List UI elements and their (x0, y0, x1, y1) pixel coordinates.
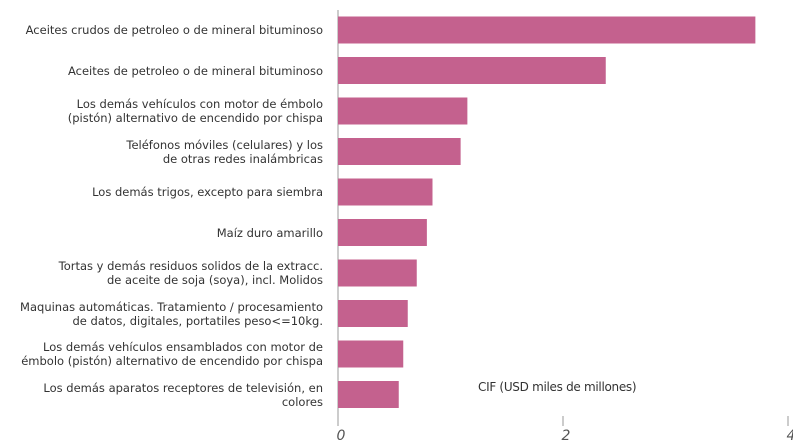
y-tick-label: Los demás vehículos con motor de émbolo … (67, 97, 323, 125)
bar (338, 138, 461, 165)
bar (338, 340, 404, 368)
bar (338, 219, 427, 246)
bar (338, 97, 468, 125)
x-tick-label: 2 (561, 428, 571, 444)
y-tick-label: Teléfonos móviles (celulares) y los de o… (126, 137, 323, 166)
bar (338, 178, 433, 206)
y-tick-label: Tortas y demás residuos solidos de la ex… (58, 259, 323, 287)
y-tick-label: Los demás trigos, excepto para siembra (92, 185, 323, 199)
y-tick-label: Aceites de petroleo o de mineral bitumin… (67, 63, 323, 78)
x-tick-label: 4 (787, 428, 793, 444)
y-tick-label: Maquinas automáticas. Tratamiento / proc… (20, 299, 323, 328)
y-tick-label: Los demás aparatos receptores de televis… (43, 380, 323, 409)
bar (338, 16, 756, 44)
y-tick-label: Aceites crudos de petroleo o de mineral … (25, 23, 323, 37)
bar (338, 381, 399, 408)
bar (338, 300, 408, 327)
y-tick-label: Maíz duro amarillo (216, 225, 323, 240)
bar (338, 259, 417, 287)
x-tick-label: 0 (336, 428, 346, 444)
y-tick-label: Los demás vehículos ensamblados con moto… (21, 340, 323, 368)
annotation: CIF (USD miles de millones) (478, 380, 637, 394)
bar (338, 57, 606, 84)
